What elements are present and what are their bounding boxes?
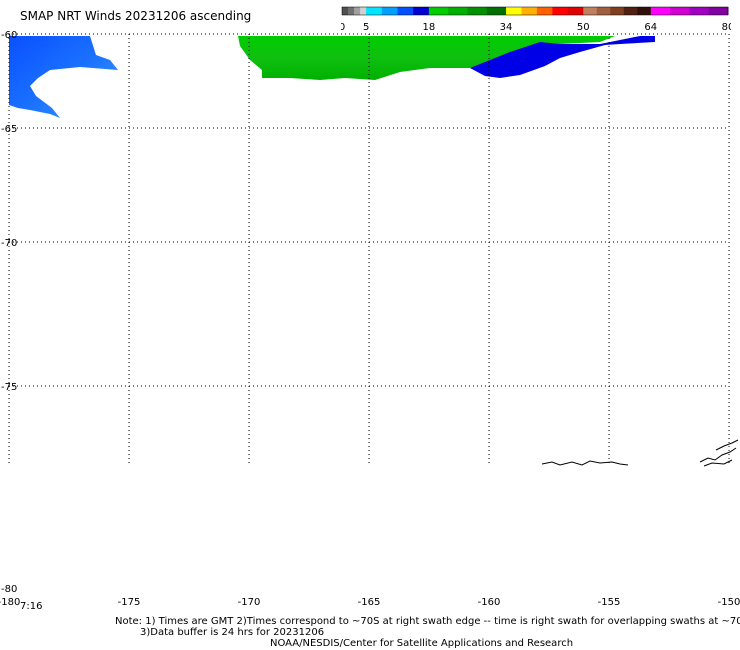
colorbar-swatch xyxy=(596,7,611,15)
longitude-label: -170 xyxy=(238,597,261,608)
note-line-3: NOAA/NESDIS/Center for Satellite Applica… xyxy=(270,638,574,649)
colorbar-swatch xyxy=(521,7,538,15)
colorbar-frame xyxy=(341,6,729,16)
colorbar-swatch xyxy=(467,7,488,15)
longitude-label: -155 xyxy=(598,597,621,608)
colorbar-swatch xyxy=(610,7,625,15)
colorbar-swatch xyxy=(637,7,652,15)
latitude-label: -65 xyxy=(1,124,17,135)
colorbar-swatch xyxy=(650,7,671,15)
lat-lon-grid xyxy=(8,33,730,465)
colorbar-swatch xyxy=(552,7,569,15)
time-label: 7:16 xyxy=(20,601,43,612)
coastline-segment xyxy=(541,460,629,466)
colorbar-tick-label: 50 xyxy=(577,22,590,33)
colorbar-swatch xyxy=(670,7,690,15)
colorbar-tick-label: 80 xyxy=(722,22,731,33)
latitude-label: -80 xyxy=(1,584,17,595)
wind-swath-blue xyxy=(470,36,655,78)
latitude-label: -60 xyxy=(1,30,17,41)
colorbar-swatch xyxy=(536,7,553,15)
longitude-label: -180 xyxy=(0,597,20,608)
colorbar-swatch xyxy=(342,7,349,15)
colorbar-tick-label: 64 xyxy=(644,22,657,33)
longitude-label: -165 xyxy=(358,597,381,608)
colorbar-swatch xyxy=(366,7,383,15)
coastline-segment xyxy=(699,439,739,467)
wind-swath-green xyxy=(238,36,615,80)
longitude-label: -175 xyxy=(118,597,141,608)
colorbar-swatch xyxy=(354,7,361,15)
colorbar-tick-label: 18 xyxy=(422,22,435,33)
longitude-label: -160 xyxy=(478,597,501,608)
colorbar-swatch xyxy=(360,7,367,15)
latitude-label: -75 xyxy=(1,382,17,393)
colorbar-scale: 0 5 18 34 50 64 80 xyxy=(339,6,734,33)
colorbar-swatch xyxy=(708,7,729,15)
colorbar-tick-label: 0 xyxy=(341,22,345,33)
colorbar-swatch xyxy=(428,7,449,15)
colorbar-swatch xyxy=(506,7,522,15)
map-title: SMAP NRT Winds 20231206 ascending xyxy=(20,9,252,23)
colorbar-swatch xyxy=(381,7,398,15)
colorbar-swatch xyxy=(583,7,598,15)
colorbar-tick-label: 34 xyxy=(500,22,513,33)
note-line-1: Note: 1) Times are GMT 2)Times correspon… xyxy=(115,616,740,627)
longitude-labels: -180 -175 -170 -165 -160 -155 -150 xyxy=(0,597,740,608)
wind-swath-left xyxy=(9,36,118,118)
latitude-labels: -60 -65 -70 -75 -80 xyxy=(1,30,17,595)
note-line-2: 3)Data buffer is 24 hrs for 20231206 xyxy=(140,627,325,638)
colorbar-swatch xyxy=(486,7,507,15)
colorbar-swatch xyxy=(348,7,355,15)
colorbar-swatch xyxy=(623,7,638,15)
colorbar-swatch xyxy=(689,7,710,15)
colorbar-tick-label: 5 xyxy=(363,22,369,33)
longitude-label: -150 xyxy=(718,597,740,608)
colorbar-swatch xyxy=(567,7,584,15)
wind-speed-colorbar: 0 5 18 34 50 64 80 xyxy=(339,6,734,38)
colorbar-swatch xyxy=(413,7,430,15)
coastline xyxy=(541,439,739,467)
colorbar-swatch xyxy=(448,7,468,15)
latitude-label: -70 xyxy=(1,238,17,249)
colorbar-swatch xyxy=(397,7,414,15)
